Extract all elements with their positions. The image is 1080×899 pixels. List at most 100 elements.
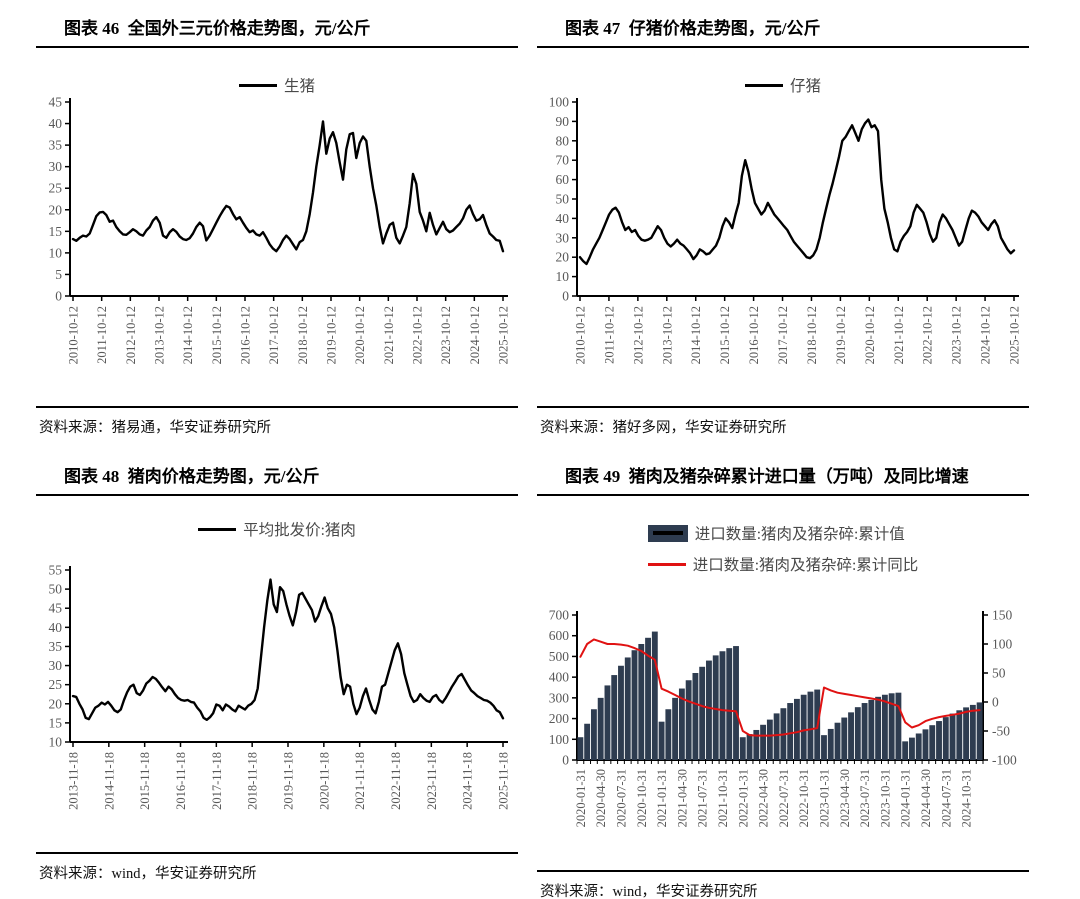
svg-text:100: 100	[992, 637, 1013, 652]
svg-text:2011-10-12: 2011-10-12	[95, 306, 109, 364]
svg-text:2022-10-12: 2022-10-12	[411, 306, 425, 364]
svg-text:2020-10-12: 2020-10-12	[863, 306, 877, 364]
axes	[69, 566, 508, 743]
svg-text:50: 50	[49, 582, 63, 597]
svg-text:10: 10	[556, 269, 570, 284]
series-line-yoy	[579, 638, 981, 737]
series-line	[71, 578, 505, 721]
svg-text:50: 50	[556, 192, 570, 207]
svg-text:2021-10-12: 2021-10-12	[382, 306, 396, 364]
svg-text:2023-10-12: 2023-10-12	[439, 306, 453, 364]
svg-text:2022-10-12: 2022-10-12	[921, 306, 935, 364]
svg-text:2019-11-18: 2019-11-18	[282, 752, 296, 810]
x-axis: 2010-10-12 2011-10-12 2012-10-12 2013-10-12…	[67, 296, 511, 364]
svg-text:2022-07-31: 2022-07-31	[777, 769, 791, 827]
svg-text:2013-10-12: 2013-10-12	[153, 306, 167, 364]
source-note-48: 资料来源：wind，华安证券研究所	[36, 852, 518, 883]
svg-text:2025-10-12: 2025-10-12	[497, 306, 511, 364]
svg-text:2024-10-12: 2024-10-12	[979, 306, 993, 364]
svg-text:2020-11-18: 2020-11-18	[317, 752, 331, 810]
svg-text:400: 400	[549, 670, 570, 685]
svg-text:25: 25	[49, 181, 63, 196]
svg-text:35: 35	[49, 639, 63, 654]
figure-panel-47: 图表 47 仔猪价格走势图，元/公斤 仔猪 0 10 20 30 40 50 60 70 80 9…	[537, 12, 1029, 437]
svg-text:2024-10-12: 2024-10-12	[468, 306, 482, 364]
legend-item: 生猪	[238, 74, 315, 96]
svg-text:2023-10-12: 2023-10-12	[950, 306, 964, 364]
svg-text:2013-11-18: 2013-11-18	[67, 752, 81, 810]
svg-text:10: 10	[49, 735, 63, 750]
svg-text:2015-11-18: 2015-11-18	[138, 752, 152, 810]
svg-text:300: 300	[549, 690, 570, 705]
svg-text:2022-11-18: 2022-11-18	[389, 752, 403, 810]
y-axis-right: -100 -50 0 50 100 150	[983, 608, 1017, 768]
axes	[69, 98, 508, 297]
svg-text:2011-10-12: 2011-10-12	[602, 306, 616, 364]
y-axis-left: 0 10 20 30 40 50 60 70 80 90 100	[549, 95, 577, 304]
svg-text:2021-04-30: 2021-04-30	[675, 769, 689, 827]
svg-text:0: 0	[562, 753, 569, 768]
svg-text:25: 25	[49, 677, 63, 692]
legend-box: 仔猪	[744, 74, 821, 96]
svg-text:2019-10-12: 2019-10-12	[325, 306, 339, 364]
svg-text:2012-10-12: 2012-10-12	[124, 306, 138, 364]
chart-svg: 0 100 200 300 400 500 600 700 -100 -50 0 50 100 150 20…	[549, 608, 1017, 828]
svg-text:45: 45	[49, 96, 63, 110]
svg-text:2019-10-12: 2019-10-12	[834, 306, 848, 364]
source-note-46: 资料来源：猪易通，华安证券研究所	[36, 406, 518, 437]
chart-legend-49: 进口数量:猪肉及猪杂碎:累计值 进口数量:猪肉及猪杂碎:累计同比	[537, 522, 1029, 575]
svg-text:50: 50	[992, 666, 1006, 681]
chart-legend-47: 仔猪	[537, 74, 1029, 96]
svg-text:2015-10-12: 2015-10-12	[718, 306, 732, 364]
legend-line-swatch	[652, 531, 683, 535]
svg-text:2020-07-31: 2020-07-31	[614, 769, 628, 827]
svg-text:2016-10-12: 2016-10-12	[239, 306, 253, 364]
svg-text:2024-01-31: 2024-01-31	[899, 769, 913, 827]
svg-text:30: 30	[556, 230, 570, 245]
svg-text:2010-10-12: 2010-10-12	[67, 306, 81, 364]
svg-text:2016-11-18: 2016-11-18	[174, 752, 188, 810]
svg-text:20: 20	[556, 250, 570, 265]
svg-text:15: 15	[49, 224, 63, 239]
svg-text:2010-10-12: 2010-10-12	[574, 306, 588, 364]
svg-text:2023-07-31: 2023-07-31	[858, 769, 872, 827]
chart-plot-48: 10 15 20 25 30 35 40 45 50 55 2013-11-18 2014-11-18…	[36, 540, 518, 842]
svg-text:2021-10-12: 2021-10-12	[892, 306, 906, 364]
chart-svg: 10 15 20 25 30 35 40 45 50 55 2013-11-18 2014-11-18…	[49, 563, 511, 810]
legend-item: 进口数量:猪肉及猪杂碎:累计值	[647, 522, 905, 544]
svg-text:2020-04-30: 2020-04-30	[594, 769, 608, 827]
svg-text:40: 40	[556, 211, 570, 226]
svg-text:2022-10-31: 2022-10-31	[797, 769, 811, 827]
svg-text:2021-11-18: 2021-11-18	[353, 752, 367, 810]
svg-text:70: 70	[556, 153, 570, 168]
svg-text:2024-11-18: 2024-11-18	[461, 752, 475, 810]
svg-text:2018-10-12: 2018-10-12	[805, 306, 819, 364]
svg-text:35: 35	[49, 138, 63, 153]
svg-text:600: 600	[549, 628, 570, 643]
y-axis-left: 0 100 200 300 400 500 600 700	[549, 608, 577, 768]
svg-text:45: 45	[49, 601, 63, 616]
svg-text:2023-11-18: 2023-11-18	[425, 752, 439, 810]
legend-item: 仔猪	[744, 74, 821, 96]
svg-text:2025-10-12: 2025-10-12	[1008, 306, 1022, 364]
svg-text:2023-04-30: 2023-04-30	[838, 769, 852, 827]
figure-panel-48: 图表 48 猪肉价格走势图，元/公斤 平均批发价:猪肉 10 15 20 25 30 35…	[36, 460, 518, 883]
legend-line-swatch	[744, 83, 783, 87]
svg-text:80: 80	[556, 133, 570, 148]
chart-legend-48: 平均批发价:猪肉	[36, 518, 518, 540]
figure-panel-49: 图表 49 猪肉及猪杂碎累计进口量（万吨）及同比增速 进口数量:猪肉及猪杂碎:累…	[537, 460, 1029, 899]
svg-text:2014-10-12: 2014-10-12	[689, 306, 703, 364]
chart-plot-49: 0 100 200 300 400 500 600 700 -100 -50 0 50 100 150 20…	[537, 575, 1029, 860]
svg-text:2024-10-31: 2024-10-31	[960, 769, 974, 827]
legend-label: 仔猪	[789, 78, 821, 95]
svg-text:2021-07-31: 2021-07-31	[696, 769, 710, 827]
svg-text:0: 0	[55, 289, 62, 304]
chart-svg: 0 10 20 30 40 50 60 70 80 90 100 2010-10-12 2011-10-…	[549, 95, 1022, 365]
svg-text:2023-10-31: 2023-10-31	[878, 769, 892, 827]
legend-line-swatch	[238, 83, 277, 87]
svg-text:15: 15	[49, 715, 63, 730]
svg-text:5: 5	[55, 267, 62, 282]
series-line	[71, 120, 505, 253]
legend-item: 进口数量:猪肉及猪杂碎:累计同比	[647, 553, 918, 575]
